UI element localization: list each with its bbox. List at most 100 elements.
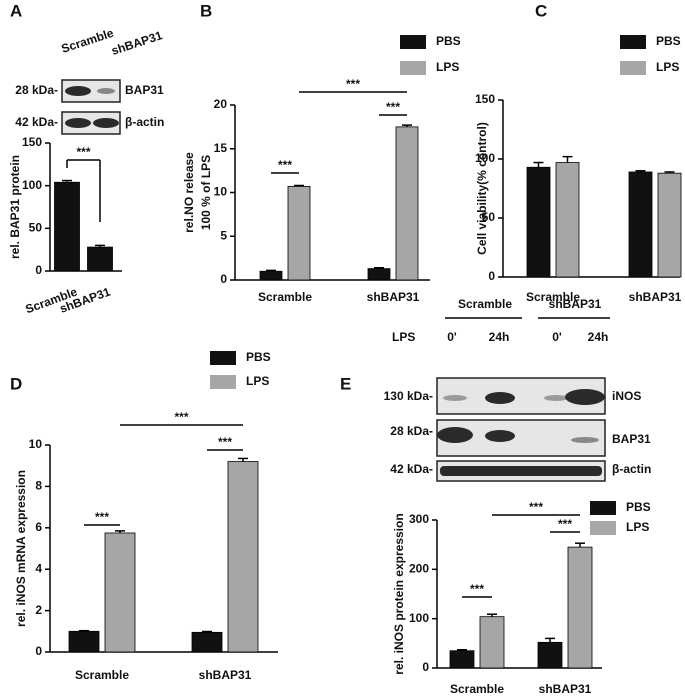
legend-label: LPS	[436, 60, 459, 74]
x-tick-label: shBAP31	[199, 668, 252, 682]
bar	[367, 268, 391, 281]
band	[437, 427, 473, 443]
legend-label: PBS	[246, 350, 271, 364]
legend-label: LPS	[246, 374, 269, 388]
y-tick-label: 150	[22, 135, 42, 149]
y-axis-label: rel. iNOS mRNA expression	[14, 470, 28, 627]
x-tick-label: shBAP31	[539, 682, 592, 696]
panel-label: A	[10, 1, 22, 20]
x-tick-label: Scramble	[258, 290, 312, 304]
x-tick-label: Scramble	[526, 290, 580, 304]
bar	[555, 162, 580, 278]
size-label: 42 kDa-	[15, 115, 58, 129]
panel-label: E	[340, 374, 351, 393]
x-tick-label: Scramble	[75, 668, 129, 682]
sig-label: ***	[278, 158, 292, 172]
band	[485, 430, 515, 442]
x-tick-label: Scramble	[450, 682, 504, 696]
lane-label: 0'	[552, 330, 562, 344]
group-label: shBAP31	[549, 297, 602, 311]
y-axis-label: rel. BAP31 protein	[8, 155, 22, 259]
size-label: 28 kDa-	[15, 83, 58, 97]
y-tick-label: 50	[29, 221, 43, 235]
band	[97, 88, 115, 94]
y-tick-label: 100	[409, 611, 429, 625]
y-tick-label: 6	[35, 520, 42, 534]
band	[571, 437, 599, 443]
y-tick-label: 300	[409, 512, 429, 526]
y-axis-label: 100 % of LPS	[199, 155, 213, 230]
sig-label: ***	[95, 510, 109, 524]
band	[440, 466, 602, 476]
bar	[657, 172, 682, 278]
protein-label: iNOS	[612, 389, 641, 403]
y-tick-label: 0	[488, 269, 495, 283]
sig-label: ***	[346, 77, 360, 91]
lane-label: Scramble	[60, 26, 116, 56]
bar	[87, 246, 113, 272]
legend-label: LPS	[626, 520, 649, 534]
y-tick-label: 150	[475, 92, 495, 106]
bar	[526, 166, 551, 278]
y-tick-label: 100	[475, 151, 495, 165]
y-axis-label: rel. iNOS protein expression	[392, 513, 406, 674]
y-tick-label: 15	[214, 141, 228, 155]
lane-label: shBAP31	[110, 28, 165, 58]
size-label: 42 kDa-	[390, 462, 433, 476]
panel-label: B	[200, 1, 212, 20]
lane-header: LPS	[392, 330, 415, 344]
y-tick-label: 0	[35, 263, 42, 277]
y-tick-label: 4	[35, 561, 42, 575]
bar	[567, 546, 593, 669]
y-tick-label: 50	[482, 210, 496, 224]
y-tick-label: 0	[422, 660, 429, 674]
legend-label: PBS	[626, 500, 651, 514]
sig-label: ***	[386, 100, 400, 114]
x-tick-label: shBAP31	[367, 290, 420, 304]
y-tick-label: 8	[35, 479, 42, 493]
y-tick-label: 2	[35, 603, 42, 617]
y-axis-label: rel.NO release	[182, 152, 196, 233]
bar	[395, 126, 419, 281]
y-tick-label: 100	[22, 178, 42, 192]
band	[485, 392, 515, 404]
y-tick-label: 10	[29, 437, 43, 451]
legend-swatch	[590, 521, 616, 535]
legend-swatch	[210, 375, 236, 389]
lane-label: 24h	[489, 330, 510, 344]
panel-label: C	[535, 1, 547, 20]
legend-swatch	[400, 61, 426, 75]
bar	[227, 461, 259, 653]
y-tick-label: 5	[220, 228, 227, 242]
y-tick-label: 0	[220, 272, 227, 286]
x-tick-label: shBAP31	[629, 290, 682, 304]
sig-label: ***	[174, 410, 188, 424]
bar	[628, 171, 653, 278]
sig-label: ***	[470, 582, 484, 596]
band	[443, 395, 467, 401]
legend-label: PBS	[436, 34, 461, 48]
protein-label: β-actin	[612, 462, 651, 476]
legend-label: LPS	[656, 60, 679, 74]
bar	[537, 641, 563, 669]
legend-swatch	[620, 35, 646, 49]
y-tick-label: 0	[35, 644, 42, 658]
legend-swatch	[620, 61, 646, 75]
sig-label: ***	[529, 500, 543, 514]
bar	[104, 532, 136, 653]
protein-label: BAP31	[612, 432, 651, 446]
legend-label: PBS	[656, 34, 681, 48]
y-tick-label: 10	[214, 185, 228, 199]
lane-label: 24h	[588, 330, 609, 344]
size-label: 28 kDa-	[390, 424, 433, 438]
band	[93, 118, 119, 128]
legend-swatch	[590, 501, 616, 515]
band	[565, 389, 605, 405]
bar	[191, 631, 223, 653]
bar	[479, 616, 505, 669]
bar	[54, 181, 80, 272]
protein-label: BAP31	[125, 83, 164, 97]
band	[65, 86, 91, 96]
sig-label: ***	[218, 435, 232, 449]
